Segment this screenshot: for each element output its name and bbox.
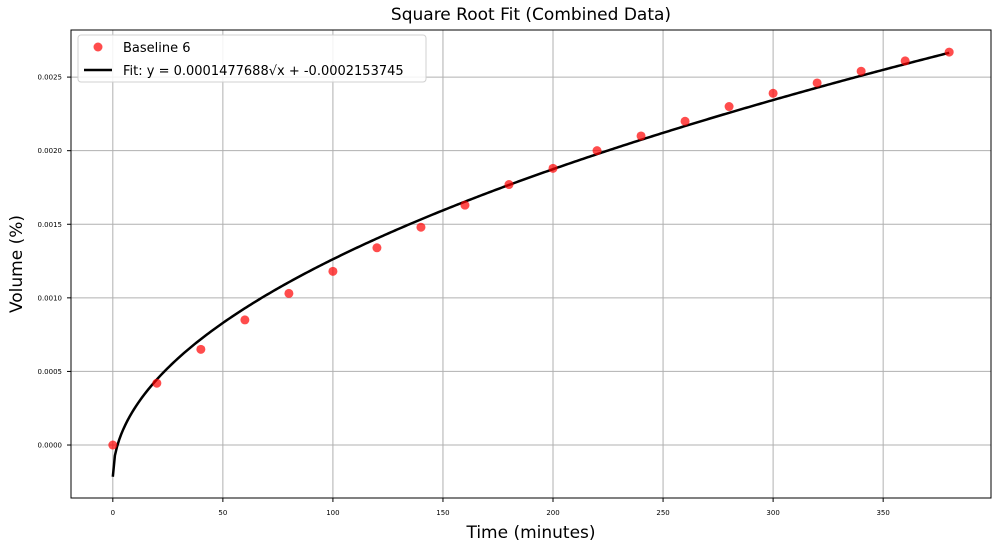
scatter-point <box>636 131 646 141</box>
scatter-point <box>856 66 866 76</box>
scatter-point <box>504 180 514 190</box>
scatter-point <box>548 163 558 173</box>
x-tick-label: 0 <box>111 509 115 517</box>
scatter-point <box>416 222 426 232</box>
scatter-point <box>460 200 470 210</box>
x-tick-label: 250 <box>656 509 669 517</box>
fit-line <box>111 51 950 477</box>
y-axis-ticks: 0.0000 0.0005 0.0010 0.0015 0.0020 0.0025 <box>38 74 71 450</box>
scatter-point <box>328 266 338 276</box>
plot-frame <box>70 29 992 499</box>
y-axis-label: Volume (%) <box>7 215 27 313</box>
x-tick-label: 300 <box>766 509 779 517</box>
x-tick-label: 150 <box>436 509 449 517</box>
scatter-point <box>592 146 602 156</box>
legend-label-baseline-6: Baseline 6 <box>123 41 191 56</box>
y-tick-label: 0.0025 <box>38 74 63 82</box>
y-tick-label: 0.0000 <box>38 442 63 450</box>
y-tick-label: 0.0015 <box>38 221 63 229</box>
scatter-point <box>724 102 734 112</box>
y-tick-label: 0.0020 <box>38 147 63 155</box>
scatter-point <box>944 47 954 57</box>
x-tick-label: 100 <box>326 509 339 517</box>
legend-marker-baseline-6 <box>93 42 103 52</box>
y-tick-label: 0.0010 <box>38 294 63 302</box>
legend-label-fit: Fit: y = 0.0001477688√x + -0.0002153745 <box>123 64 404 79</box>
scatter-point <box>900 56 910 66</box>
x-axis-ticks: 0 50 100 150 200 250 300 350 <box>111 498 890 517</box>
x-tick-label: 50 <box>218 509 227 517</box>
grid <box>71 30 991 498</box>
scatter-point <box>284 288 294 298</box>
plot-area <box>108 47 954 477</box>
scatter-point <box>196 344 206 354</box>
scatter-point <box>372 243 382 253</box>
chart-title: Square Root Fit (Combined Data) <box>391 5 671 25</box>
x-axis-label: Time (minutes) <box>465 523 595 543</box>
x-tick-label: 200 <box>546 509 559 517</box>
scatter-point <box>152 378 162 388</box>
y-tick-label: 0.0005 <box>38 368 63 376</box>
scatter-point <box>768 88 778 98</box>
scatter-point <box>108 440 118 450</box>
legend: Baseline 6 Fit: y = 0.0001477688√x + -0.… <box>77 34 427 83</box>
legend-box <box>77 34 427 83</box>
scatter-point <box>240 315 250 325</box>
scatter-point <box>680 116 690 126</box>
scatter-point <box>812 78 822 88</box>
x-tick-label: 350 <box>876 509 889 517</box>
